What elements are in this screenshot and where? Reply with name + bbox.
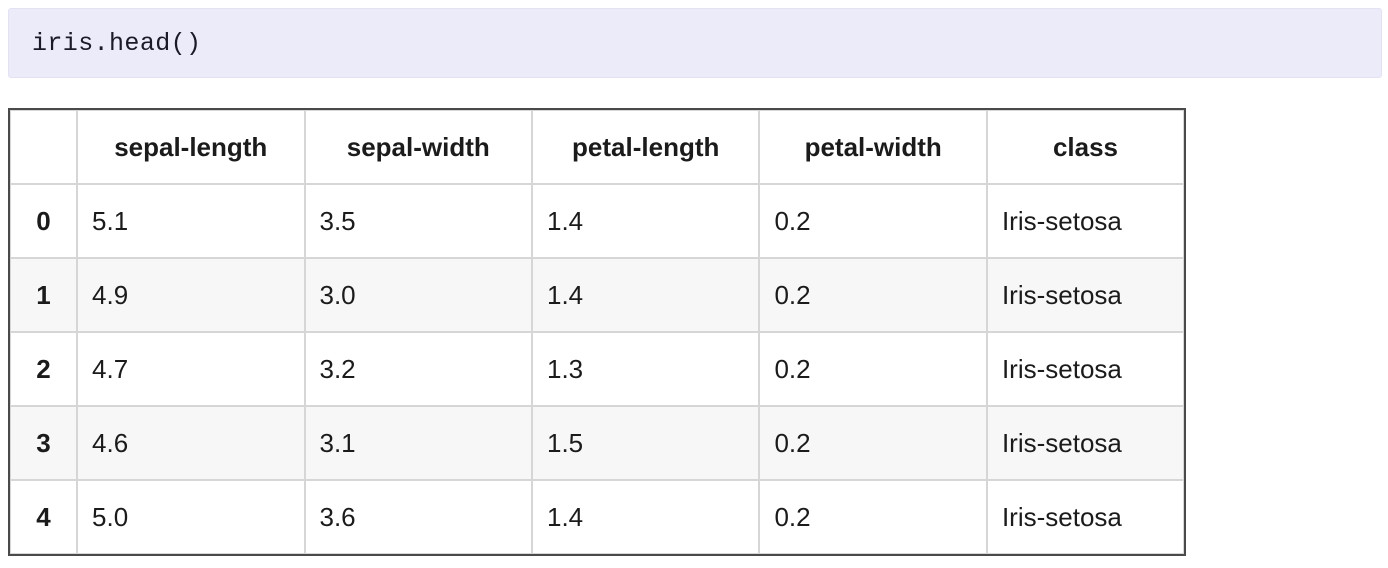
row-index-label: 1	[10, 258, 78, 332]
index-column-header	[10, 110, 78, 184]
dataframe-output: sepal-length sepal-width petal-length pe…	[8, 108, 1186, 556]
cell-class: Iris-setosa	[986, 258, 1184, 332]
cell-petal-length: 1.4	[531, 184, 760, 258]
cell-sepal-length: 4.9	[77, 258, 305, 332]
cell-petal-width: 0.2	[759, 184, 987, 258]
table-row: 4 5.0 3.6 1.4 0.2 Iris-setosa	[10, 480, 1184, 554]
cell-sepal-length: 5.1	[77, 184, 305, 258]
cell-sepal-length: 5.0	[77, 480, 305, 554]
column-header-petal-length: petal-length	[531, 110, 760, 184]
cell-petal-width: 0.2	[759, 406, 987, 480]
code-cell-source[interactable]: iris.head()	[32, 28, 202, 58]
table-row: 0 5.1 3.5 1.4 0.2 Iris-setosa	[10, 184, 1184, 258]
code-cell[interactable]: iris.head()	[8, 8, 1382, 78]
cell-petal-length: 1.3	[531, 332, 760, 406]
cell-class: Iris-setosa	[986, 480, 1184, 554]
dataframe-table: sepal-length sepal-width petal-length pe…	[8, 108, 1186, 556]
row-index-label: 0	[10, 184, 78, 258]
header-row: sepal-length sepal-width petal-length pe…	[10, 110, 1184, 184]
cell-petal-length: 1.5	[531, 406, 760, 480]
column-header-sepal-width: sepal-width	[304, 110, 532, 184]
table-body: 0 5.1 3.5 1.4 0.2 Iris-setosa 1 4.9 3.0 …	[10, 184, 1184, 554]
cell-sepal-length: 4.7	[77, 332, 305, 406]
table-row: 2 4.7 3.2 1.3 0.2 Iris-setosa	[10, 332, 1184, 406]
cell-sepal-width: 3.1	[304, 406, 532, 480]
table-header: sepal-length sepal-width petal-length pe…	[10, 110, 1184, 184]
column-header-sepal-length: sepal-length	[77, 110, 305, 184]
row-index-label: 3	[10, 406, 78, 480]
cell-sepal-length: 4.6	[77, 406, 305, 480]
row-index-label: 2	[10, 332, 78, 406]
cell-petal-width: 0.2	[759, 480, 987, 554]
cell-class: Iris-setosa	[986, 332, 1184, 406]
cell-class: Iris-setosa	[986, 184, 1184, 258]
column-header-class: class	[986, 110, 1184, 184]
cell-petal-width: 0.2	[759, 332, 987, 406]
cell-sepal-width: 3.6	[304, 480, 532, 554]
cell-sepal-width: 3.2	[304, 332, 532, 406]
row-index-label: 4	[10, 480, 78, 554]
table-row: 1 4.9 3.0 1.4 0.2 Iris-setosa	[10, 258, 1184, 332]
cell-petal-length: 1.4	[531, 258, 760, 332]
cell-petal-length: 1.4	[531, 480, 760, 554]
cell-sepal-width: 3.0	[304, 258, 532, 332]
cell-petal-width: 0.2	[759, 258, 987, 332]
column-header-petal-width: petal-width	[759, 110, 987, 184]
cell-sepal-width: 3.5	[304, 184, 532, 258]
table-row: 3 4.6 3.1 1.5 0.2 Iris-setosa	[10, 406, 1184, 480]
cell-class: Iris-setosa	[986, 406, 1184, 480]
